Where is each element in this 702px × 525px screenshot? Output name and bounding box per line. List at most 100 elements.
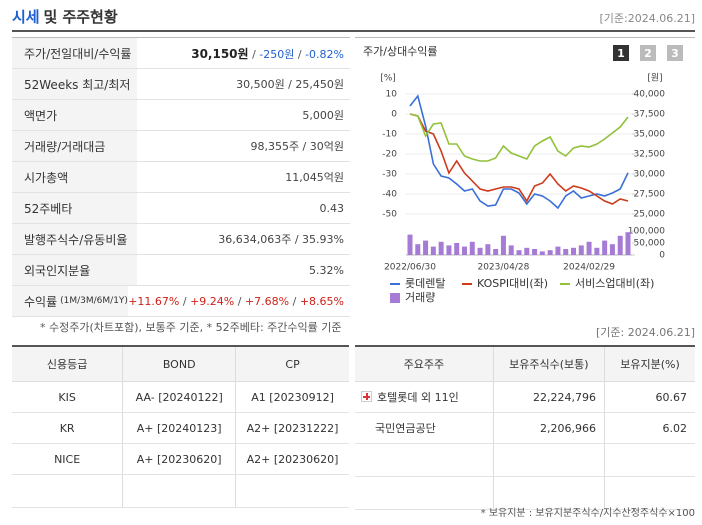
volume-bar	[609, 244, 615, 255]
chart-title: 주가/상대수익률	[363, 45, 438, 58]
row-value: 98,355주 / 30억원	[137, 138, 350, 154]
volume-bar	[415, 244, 421, 255]
volume-bar	[423, 240, 429, 255]
chart: 주가/상대수익률 1 2 3 [%] [원] 10 0 -10 -20 -30 -40 -50 40,00…	[363, 45, 683, 304]
value-part: +8.65%	[299, 294, 344, 308]
value-part: -250원	[259, 47, 295, 61]
cell-text: A2+ [20231222]	[246, 421, 339, 435]
value-part: +7.68%	[244, 294, 290, 308]
volume-bar	[485, 244, 491, 255]
date: [기준: 2024.06.21]	[595, 326, 695, 339]
volume-bar	[430, 246, 436, 255]
volume-bar	[539, 251, 545, 255]
summary-row: 거래량/거래대금 98,355주 / 30억원	[12, 131, 350, 162]
summary-row: 52Weeks 최고/최저 30,500원 / 25,450원	[12, 69, 350, 100]
table-cell	[12, 474, 123, 508]
y2-tick-label: 35,000	[634, 130, 666, 140]
series-line	[409, 113, 629, 205]
volume-bar	[563, 249, 569, 255]
title: 및 주주현황	[43, 8, 118, 26]
cell-text: 6.02	[662, 421, 688, 435]
tab-button[interactable]	[640, 45, 656, 61]
empty-row	[355, 443, 695, 477]
header-cell: CP	[235, 346, 349, 382]
table-cell	[492, 476, 605, 510]
cell-text: A1 [20230912]	[251, 390, 334, 404]
volume-bar	[500, 235, 506, 255]
table-row: NICE A+ [20230620] A2+ [20230620]	[12, 443, 349, 475]
y-tick-label: -20	[382, 150, 397, 160]
cell-text: 60.67	[655, 390, 688, 404]
legend-label: 거래량	[405, 291, 435, 304]
value-part: /	[289, 294, 300, 308]
value-part: 5.32%	[309, 263, 344, 277]
header-cell: BOND	[122, 346, 236, 382]
tab-button[interactable]	[667, 45, 683, 61]
y3-tick-label: 50,000	[634, 239, 666, 249]
empty-row	[355, 476, 695, 510]
header-cell: 신용등급	[12, 346, 123, 382]
summary-row: 시가총액 11,045억원	[12, 162, 350, 193]
table-cell: A1 [20230912]	[235, 381, 349, 413]
row-label: 거래량/거래대금	[12, 131, 137, 161]
row-value: 30,500원 / 25,450원	[137, 76, 350, 92]
label-text: 52Weeks 최고/최저	[24, 77, 131, 92]
label-text: 외국인지분율	[24, 263, 91, 278]
volume-bar	[547, 250, 553, 255]
value-part: 5,000원	[302, 109, 344, 122]
tab-label[interactable]: 2	[644, 47, 652, 60]
summary-row: 발행주식수/유동비율 36,634,063주 / 35.93%	[12, 224, 350, 255]
row-value: 5.32%	[137, 264, 350, 277]
value-part: /	[179, 294, 191, 308]
title-highlight: 시세	[12, 8, 40, 26]
value-part: 11,045억원	[285, 171, 344, 184]
value-part: 98,355주 / 30억원	[250, 140, 344, 153]
table-row: 국민연금공단 2,206,966 6.02	[355, 412, 695, 444]
summary-row: 외국인지분율 5.32%	[12, 255, 350, 286]
row-label: 시가총액	[12, 162, 137, 192]
cell-text: 호텔롯데 외 11인	[377, 391, 459, 404]
volume-bar	[493, 249, 499, 255]
volume-bar	[508, 245, 514, 255]
y2-tick-label: 27,500	[634, 190, 666, 200]
date: [기준:2024.06.21]	[599, 12, 695, 25]
value-part: +11.67%	[128, 294, 180, 308]
value-part: 36,634,063주 / 35.93%	[218, 233, 344, 246]
y3-tick-label: 100,000	[628, 227, 665, 237]
cell-text: 국민연금공단	[375, 422, 436, 435]
footnote: * 수정주가(차트포함), 보통주 기준, * 52주베타: 주간수익률 기준	[40, 321, 342, 334]
volume-bar	[532, 249, 538, 255]
value-part: +9.24%	[190, 294, 235, 308]
holders-table: 주요주주 보유주식수(보통) 보유지분(%) 호텔롯데 외 11인 22,224,796…	[355, 345, 695, 510]
volume-bar	[578, 245, 584, 255]
row-value: 11,045억원	[137, 169, 350, 185]
tab-button[interactable]	[613, 45, 629, 61]
value-part: /	[248, 47, 260, 61]
cell-text: 22,224,796	[533, 390, 597, 404]
cell-text: AA- [20240122]	[135, 390, 223, 404]
legend-swatch	[390, 293, 400, 303]
tab-label[interactable]: 3	[671, 47, 679, 60]
label-text: 주가/전일대비/수익률	[24, 46, 132, 61]
cell-text: KR	[59, 421, 75, 435]
volume-bar	[555, 246, 561, 255]
cell-text: A2+ [20230620]	[246, 452, 339, 466]
x-tick-label: 2024/02/29	[563, 263, 615, 273]
x-tick-label: 2022/06/30	[384, 263, 436, 273]
tab-label[interactable]: 1	[617, 47, 625, 60]
header: 시세 및 주주현황 [기준:2024.06.21]	[12, 6, 695, 32]
y2-tick-label: 30,000	[634, 170, 666, 180]
y2-tick-label: 40,000	[634, 90, 666, 100]
table-cell: KIS	[12, 381, 123, 413]
header-row: 주요주주 보유주식수(보통) 보유지분(%)	[355, 346, 695, 382]
row-value: 0.43	[137, 202, 350, 215]
expand-icon[interactable]	[361, 391, 372, 402]
table-row: 호텔롯데 외 11인 22,224,796 60.67	[355, 381, 695, 413]
summary-row: 액면가 5,000원	[12, 100, 350, 131]
series-line	[409, 113, 629, 162]
volume-bar	[602, 240, 608, 255]
table-cell: A2+ [20231222]	[235, 412, 349, 444]
table-cell: 22,224,796	[492, 381, 605, 413]
table-cell	[492, 443, 605, 477]
